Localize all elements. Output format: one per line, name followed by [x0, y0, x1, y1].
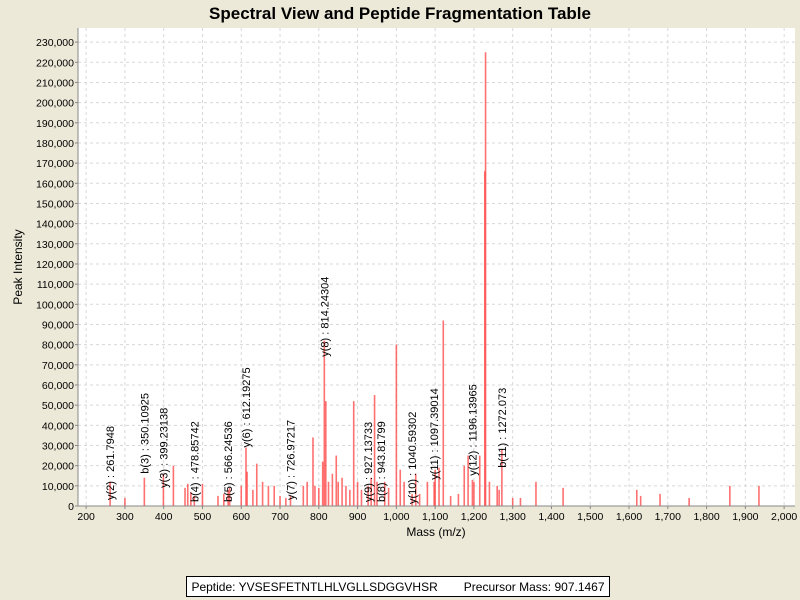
- ion-annotation: b(4) : 478.85742: [189, 421, 201, 502]
- y-tick-label: 100,000: [36, 299, 74, 311]
- x-tick-label: 700: [271, 511, 289, 523]
- y-tick-label: 170,000: [36, 158, 74, 170]
- y-tick-label: 90,000: [42, 319, 74, 331]
- y-tick-label: 50,000: [42, 400, 74, 412]
- x-tick-label: 1,800: [693, 511, 719, 523]
- ion-annotation: y(8) : 814.24304: [319, 277, 331, 357]
- y-tick-label: 20,000: [42, 461, 74, 473]
- y-tick-label: 140,000: [36, 219, 74, 231]
- precursor-mass: Precursor Mass: 907.1467: [463, 579, 605, 594]
- x-tick-label: 1,600: [616, 511, 642, 523]
- x-tick-label: 500: [194, 511, 212, 523]
- y-tick-label: 30,000: [42, 440, 74, 452]
- y-tick-label: 190,000: [36, 118, 74, 130]
- x-tick-label: 600: [232, 511, 250, 523]
- y-tick-label: 180,000: [36, 138, 74, 150]
- ion-annotation: y(6) : 612.19275: [241, 367, 253, 447]
- x-tick-label: 1,400: [538, 511, 564, 523]
- y-tick-label: 130,000: [36, 239, 74, 251]
- x-tick-label: 1,000: [383, 511, 409, 523]
- x-tick-label: 1,200: [461, 511, 487, 523]
- y-tick-label: 60,000: [42, 380, 74, 392]
- y-tick-label: 160,000: [36, 178, 74, 190]
- peptide-sequence: Peptide: YVSESFETNTLHLVGLLSDGGVHSR: [191, 579, 438, 594]
- y-tick-label: 200,000: [36, 98, 74, 110]
- legend: Peptide: YVSESFETNTLHLVGLLSDGGVHSR Precu…: [186, 576, 610, 597]
- y-tick-label: 230,000: [36, 37, 74, 49]
- y-axis-label: Peak Intensity: [11, 229, 25, 304]
- ion-annotation: y(12) : 1196.13965: [467, 384, 479, 476]
- y-tick-label: 80,000: [42, 340, 74, 352]
- y-tick-label: 10,000: [42, 481, 74, 493]
- x-axis-label: Mass (m/z): [406, 525, 465, 539]
- ion-annotation: y(11) : 1097.39014: [429, 388, 441, 480]
- plot-area: [78, 28, 795, 506]
- x-tick-label: 1,700: [655, 511, 681, 523]
- y-tick-label: 70,000: [42, 360, 74, 372]
- ion-annotation: y(10) : 1040.59302: [407, 412, 419, 504]
- x-tick-label: 1,100: [422, 511, 448, 523]
- y-tick-label: 150,000: [36, 198, 74, 210]
- ion-annotation: y(7) : 726.97217: [285, 420, 297, 500]
- ion-annotation: b(5) : 566.24536: [223, 421, 235, 502]
- ion-annotation: y(2) : 261.7948: [105, 426, 117, 500]
- ion-annotation: y(3) : 399.23138: [158, 408, 170, 488]
- x-tick-label: 1,500: [577, 511, 603, 523]
- y-tick-label: 110,000: [37, 279, 74, 291]
- ion-annotation: b(3) : 350.10925: [139, 393, 151, 474]
- x-tick-label: 900: [349, 511, 367, 523]
- ion-annotation: y(9) : 927.13733: [363, 422, 375, 502]
- ion-annotation: b(8) : 943.81799: [376, 421, 388, 502]
- y-tick-label: 220,000: [36, 57, 74, 69]
- x-tick-label: 1,300: [500, 511, 526, 523]
- y-tick-label: 40,000: [42, 420, 74, 432]
- x-tick-label: 2,000: [771, 511, 797, 523]
- ion-annotation: b(11) : 1272.073: [497, 388, 509, 468]
- y-tick-label: 210,000: [36, 77, 74, 89]
- y-tick-label: 0: [68, 501, 74, 513]
- x-tick-label: 300: [116, 511, 134, 523]
- x-tick-label: 400: [155, 511, 173, 523]
- x-tick-label: 200: [77, 511, 95, 523]
- y-tick-label: 120,000: [36, 259, 74, 271]
- chart-title: Spectral View and Peptide Fragmentation …: [209, 4, 591, 23]
- x-tick-label: 1,900: [732, 511, 758, 523]
- x-tick-label: 800: [310, 511, 328, 523]
